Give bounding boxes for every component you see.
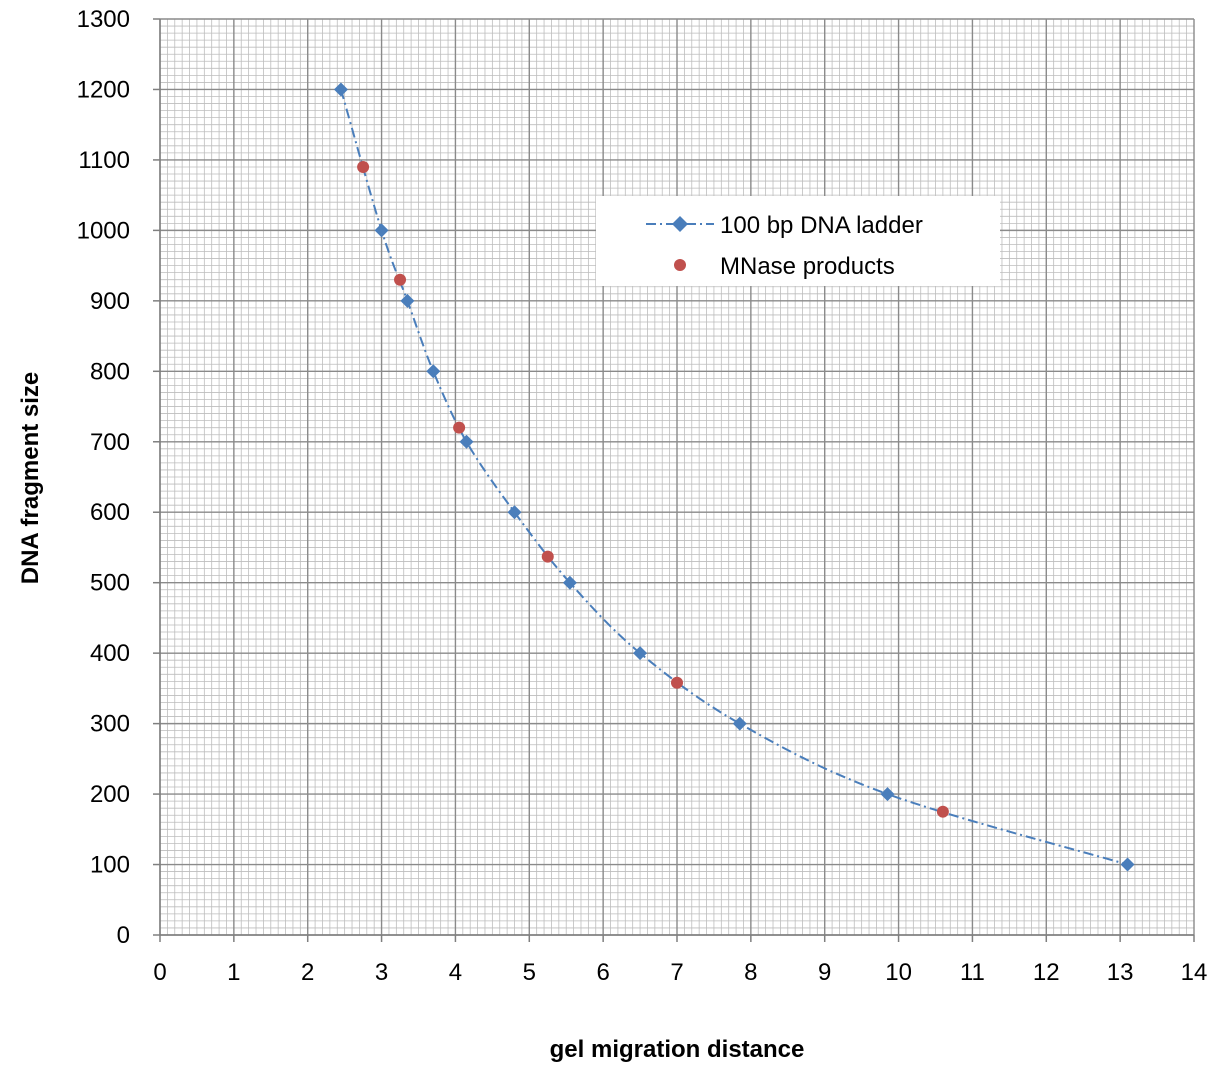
ladder-point — [333, 82, 348, 97]
mnase-point — [541, 550, 554, 563]
x-tick-label: 8 — [744, 959, 757, 986]
y-tick-label: 1200 — [77, 76, 130, 103]
major-grid — [159, 18, 1195, 936]
y-tick-label: 1000 — [77, 217, 130, 244]
x-tick-label: 2 — [301, 959, 314, 986]
x-tick-label: 14 — [1181, 959, 1208, 986]
legend-mnase-label: MNase products — [720, 253, 895, 280]
x-tick-label: 10 — [885, 959, 912, 986]
y-tick-label: 1300 — [77, 6, 130, 33]
x-tick-label: 1 — [227, 959, 240, 986]
y-tick-label: 1100 — [78, 147, 130, 174]
y-tick-label: 0 — [117, 922, 130, 949]
x-tick-label: 11 — [960, 959, 985, 986]
mnase-point — [936, 805, 949, 818]
series-layer — [333, 82, 1135, 872]
y-tick-label: 500 — [90, 570, 130, 597]
ladder-point — [426, 364, 441, 379]
ladder-point — [459, 434, 474, 449]
mnase-point — [453, 421, 466, 434]
legend-ladder-label: 100 bp DNA ladder — [720, 212, 923, 239]
legend-box — [596, 196, 1000, 286]
x-axis-title: gel migration distance — [550, 1036, 805, 1063]
mnase-point — [671, 676, 683, 689]
x-tick-label: 12 — [1033, 959, 1060, 986]
x-tick-label: 9 — [818, 959, 831, 986]
y-tick-label: 700 — [90, 429, 130, 456]
ladder-point — [400, 293, 415, 308]
ladder-point — [880, 787, 895, 802]
x-tick-label: 0 — [153, 959, 166, 986]
ladder-point — [633, 646, 648, 661]
ladder-point — [507, 505, 522, 520]
y-tick-label: 200 — [90, 781, 130, 808]
y-tick-label: 900 — [90, 288, 130, 315]
mnase-point — [357, 160, 370, 173]
y-axis-title: DNA fragment size — [17, 372, 44, 584]
x-tick-label: 3 — [375, 959, 388, 986]
legend-ladder-marker — [672, 216, 688, 232]
ladder-point — [732, 716, 747, 731]
y-tick-label: 400 — [90, 640, 130, 667]
ladder-point — [562, 575, 577, 590]
ladder-point — [374, 223, 389, 238]
x-tick-label: 7 — [670, 959, 683, 986]
x-tick-label: 13 — [1107, 959, 1134, 986]
y-tick-label: 600 — [90, 499, 130, 526]
tick-labels: 0 1 2 3 4 5 6 7 8 9 10 11 12 13 1401002003004005006007… — [77, 6, 1208, 986]
x-tick-label: 5 — [523, 959, 536, 986]
x-tick-label: 4 — [449, 959, 462, 986]
y-tick-label: 100 — [90, 852, 130, 879]
legend-mnase-marker — [674, 259, 686, 271]
axes — [153, 18, 1195, 942]
ladder-point — [1120, 857, 1135, 872]
y-tick-label: 300 — [90, 711, 130, 738]
legend: 100 bp DNA ladder MNase products — [596, 196, 1000, 286]
y-tick-label: 800 — [90, 358, 130, 385]
mnase-point — [394, 273, 407, 286]
x-tick-label: 6 — [596, 959, 609, 986]
